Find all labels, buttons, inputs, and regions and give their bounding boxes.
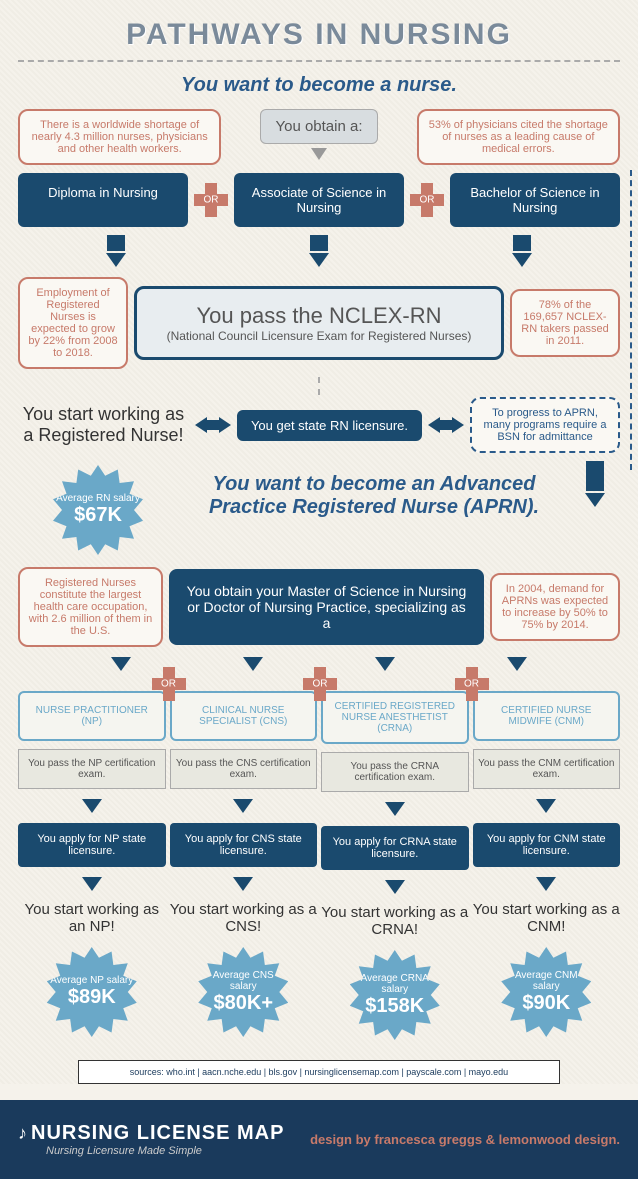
down-arrow-icon [233,797,253,815]
down-arrow-icon [570,461,620,509]
callout-employment: Employment of Registered Nurses is expec… [18,277,128,369]
spec-apply: You apply for CRNA state licensure. [321,826,469,870]
obtain-wrapper: You obtain a: [227,109,410,165]
down-arrow-icon [221,235,418,269]
spec-name: NURSE PRACTITIONER (NP) [18,691,166,741]
spec-col-np: NURSE PRACTITIONER (NP) OR You pass the … [18,691,166,1044]
or-cross-1: OR [194,183,228,217]
down-arrow-icon [18,235,215,269]
callout-shortage: There is a worldwide shortage of nearly … [18,109,221,165]
rn-salary-badge: Average RN salary $67K [53,465,143,555]
spec-apply: You apply for CNM state licensure. [473,823,621,867]
spec-salary-badge: Average NP salary$89K [47,947,137,1037]
subtitle: You want to become a nurse. [18,74,620,97]
nclex-box: You pass the NCLEX-RN (National Council … [134,286,504,360]
nclex-row: Employment of Registered Nurses is expec… [18,277,620,369]
specializations-grid: NURSE PRACTITIONER (NP) OR You pass the … [18,691,620,1044]
spec-name: CLINICAL NURSE SPECIALIST (CNS) [170,691,318,741]
degree-bsn: Bachelor of Science in Nursing [450,173,620,227]
stethoscope-icon: ♪ [18,1123,27,1144]
sources-box: sources: who.int | aacn.nche.edu | bls.g… [78,1060,560,1084]
infographic-container: PATHWAYS IN NURSING You want to become a… [0,0,638,1084]
or-cross: OR [152,667,186,701]
down-arrow-icon [385,800,405,818]
down-arrow-icon [233,875,253,893]
down-arrow-icon [536,797,556,815]
spec-start: You start working as a CNM! [473,901,621,935]
callout-bsnreq: To progress to APRN, many programs requi… [470,397,620,453]
degree-row: Diploma in Nursing OR Associate of Scien… [18,173,620,227]
down-arrow-icon [423,235,620,269]
down-arrow-icon [536,875,556,893]
arrow-row-1 [18,235,620,269]
master-box: You obtain your Master of Science in Nur… [169,569,484,645]
spec-apply: You apply for CNS state licensure. [170,823,318,867]
callout-physicians: 53% of physicians cited the shortage of … [417,109,620,165]
rn-salary-amount: $67K [74,504,122,527]
spec-exam: You pass the NP certification exam. [18,749,166,789]
double-arrow-icon [195,417,231,433]
state-rn-box: You get state RN licensure. [237,410,422,441]
nclex-title: You pass the NCLEX-RN [151,303,487,329]
bsn-dash-line [630,170,632,470]
master-row: Registered Nurses constitute the largest… [18,567,620,647]
spec-start: You start working as a CNS! [170,901,318,935]
or-cross-2: OR [410,183,444,217]
spec-start: You start working as an NP! [18,901,166,935]
spec-salary-badge: Average CNS salary$80K+ [198,947,288,1037]
spec-exam: You pass the CNS certification exam. [170,749,318,789]
spec-exam: You pass the CNM certification exam. [473,749,621,789]
main-title: PATHWAYS IN NURSING [18,18,620,52]
spec-name: CERTIFIED REGISTERED NURSE ANESTHETIST (… [321,691,469,744]
down-arrow-icon [82,875,102,893]
degree-diploma: Diploma in Nursing [18,173,188,227]
spec-salary-badge: Average CRNA salary$158K [350,950,440,1040]
gray-arrow-icon [311,148,327,160]
rn-salary-row: Average RN salary $67K You want to becom… [18,461,620,559]
spec-salary-badge: Average CNM salary$90K [501,947,591,1037]
down-arrow-icon [82,797,102,815]
callout-nclexpass: 78% of the 169,657 NCLEX-RN takers passe… [510,289,620,357]
or-cross: OR [455,667,489,701]
down-arrow-icon [190,655,316,673]
aprn-title: You want to become an Advanced Practice … [184,473,564,519]
top-row: There is a worldwide shortage of nearly … [18,109,620,165]
degree-asn: Associate of Science in Nursing [234,173,404,227]
nclex-sub: (National Council Licensure Exam for Reg… [151,329,487,343]
obtain-box: You obtain a: [260,109,377,144]
spec-col-cns: CLINICAL NURSE SPECIALIST (CNS) OR You p… [170,691,318,1044]
start-rn-text: You start working as a Registered Nurse! [18,404,189,446]
spec-col-crna: CERTIFIED REGISTERED NURSE ANESTHETIST (… [321,691,469,1044]
title-divider [18,60,620,62]
down-arrow-icon [322,655,448,673]
callout-demand: In 2004, demand for APRNs was expected t… [490,573,620,641]
dash-connector [318,377,320,395]
spec-exam: You pass the CRNA certification exam. [321,752,469,792]
rn-salary-label: Average RN salary [56,493,140,504]
or-cross: OR [303,667,337,701]
footer-tagline: Nursing Licensure Made Simple [18,1145,284,1157]
double-arrow-icon [428,417,464,433]
callout-largest: Registered Nurses constitute the largest… [18,567,163,647]
licensure-row: You start working as a Registered Nurse!… [18,397,620,453]
footer-design-credit: design by francesca greggs & lemonwood d… [310,1132,620,1147]
footer: ♪NURSING LICENSE MAP Nursing Licensure M… [0,1100,638,1179]
footer-brand: ♪NURSING LICENSE MAP [18,1122,284,1145]
spec-start: You start working as a CRNA! [321,904,469,938]
spec-col-cnm: CERTIFIED NURSE MIDWIFE (CNM) You pass t… [473,691,621,1044]
down-arrow-icon [385,878,405,896]
spec-apply: You apply for NP state licensure. [18,823,166,867]
spec-name: CERTIFIED NURSE MIDWIFE (CNM) [473,691,621,741]
